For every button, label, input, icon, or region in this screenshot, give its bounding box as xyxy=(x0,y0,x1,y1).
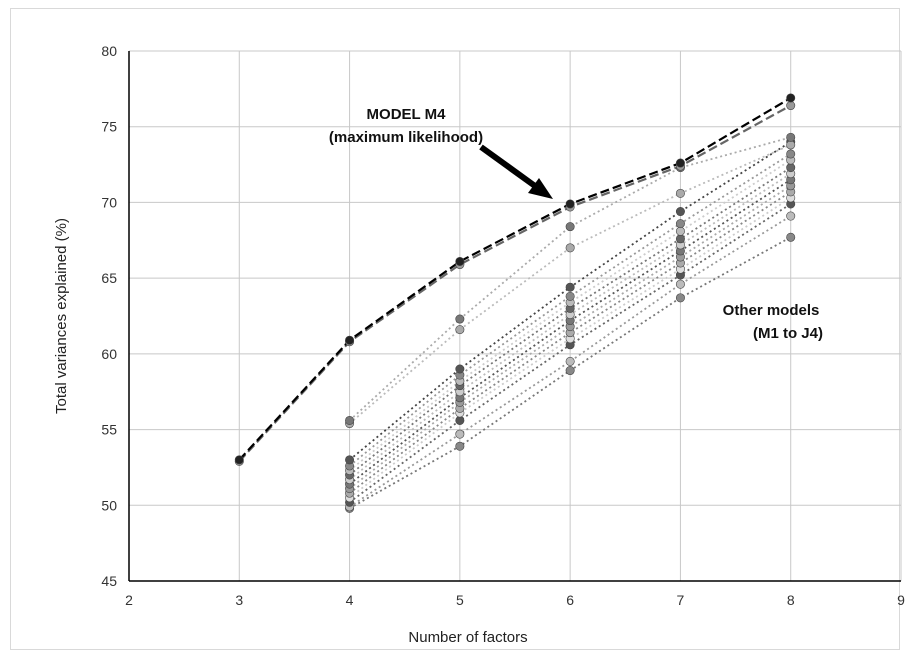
x-tick-label: 9 xyxy=(897,592,905,608)
x-tick-label: 2 xyxy=(125,592,133,608)
x-tick-label: 8 xyxy=(787,592,795,608)
data-point xyxy=(786,132,796,142)
data-point xyxy=(786,211,796,221)
data-point xyxy=(455,415,465,425)
data-point xyxy=(565,222,575,232)
y-axis-title: Total variances explained (%) xyxy=(53,218,70,414)
x-tick-label: 3 xyxy=(235,592,243,608)
data-point xyxy=(565,282,575,292)
series-line xyxy=(238,104,792,463)
y-tick-label: 60 xyxy=(101,346,117,362)
data-point xyxy=(786,149,796,159)
data-point xyxy=(345,455,355,465)
arrow-icon xyxy=(479,144,553,199)
data-point xyxy=(675,158,685,168)
data-point xyxy=(675,188,685,198)
data-point xyxy=(786,140,796,150)
data-point xyxy=(455,256,465,266)
y-tick-label: 80 xyxy=(101,43,117,59)
series-line xyxy=(348,144,792,425)
chart-frame xyxy=(10,8,900,650)
data-point xyxy=(345,415,355,425)
series-line xyxy=(348,136,791,422)
data-point xyxy=(786,163,796,173)
data-point xyxy=(675,207,685,217)
y-tick-label: 50 xyxy=(101,497,117,513)
data-point xyxy=(565,243,575,253)
x-tick-label: 4 xyxy=(346,592,354,608)
y-tick-label: 75 xyxy=(101,119,117,135)
model-m4-sublabel: (maximum likelihood) xyxy=(329,129,483,146)
data-point xyxy=(675,226,685,236)
data-point xyxy=(455,441,465,451)
x-tick-label: 6 xyxy=(566,592,574,608)
x-tick-label: 7 xyxy=(677,592,685,608)
other-models-sublabel: (M1 to J4) xyxy=(753,325,823,342)
series-line xyxy=(349,197,792,499)
y-tick-label: 65 xyxy=(101,270,117,286)
data-point xyxy=(786,101,796,111)
y-tick-label: 45 xyxy=(101,573,117,589)
data-point xyxy=(345,335,355,345)
data-point xyxy=(234,455,244,465)
data-point xyxy=(675,219,685,229)
series-line xyxy=(238,96,792,461)
data-point xyxy=(455,364,465,374)
data-point xyxy=(455,429,465,439)
data-point xyxy=(675,279,685,289)
data-point xyxy=(565,199,575,209)
data-point xyxy=(565,366,575,376)
data-point xyxy=(455,314,465,324)
data-point xyxy=(455,325,465,335)
series-layer xyxy=(234,93,796,513)
y-tick-label: 70 xyxy=(101,194,117,210)
data-point xyxy=(565,356,575,366)
y-tick-label: 55 xyxy=(101,422,117,438)
data-point xyxy=(565,291,575,301)
x-tick-label: 5 xyxy=(456,592,464,608)
data-point xyxy=(786,93,796,103)
data-point xyxy=(786,232,796,242)
data-point xyxy=(675,234,685,244)
x-axis-title: Number of factors xyxy=(408,629,527,646)
data-point xyxy=(675,293,685,303)
series-line xyxy=(348,153,792,467)
model-m4-label: MODEL M4 xyxy=(367,106,447,123)
other-models-label: Other models xyxy=(723,302,820,319)
